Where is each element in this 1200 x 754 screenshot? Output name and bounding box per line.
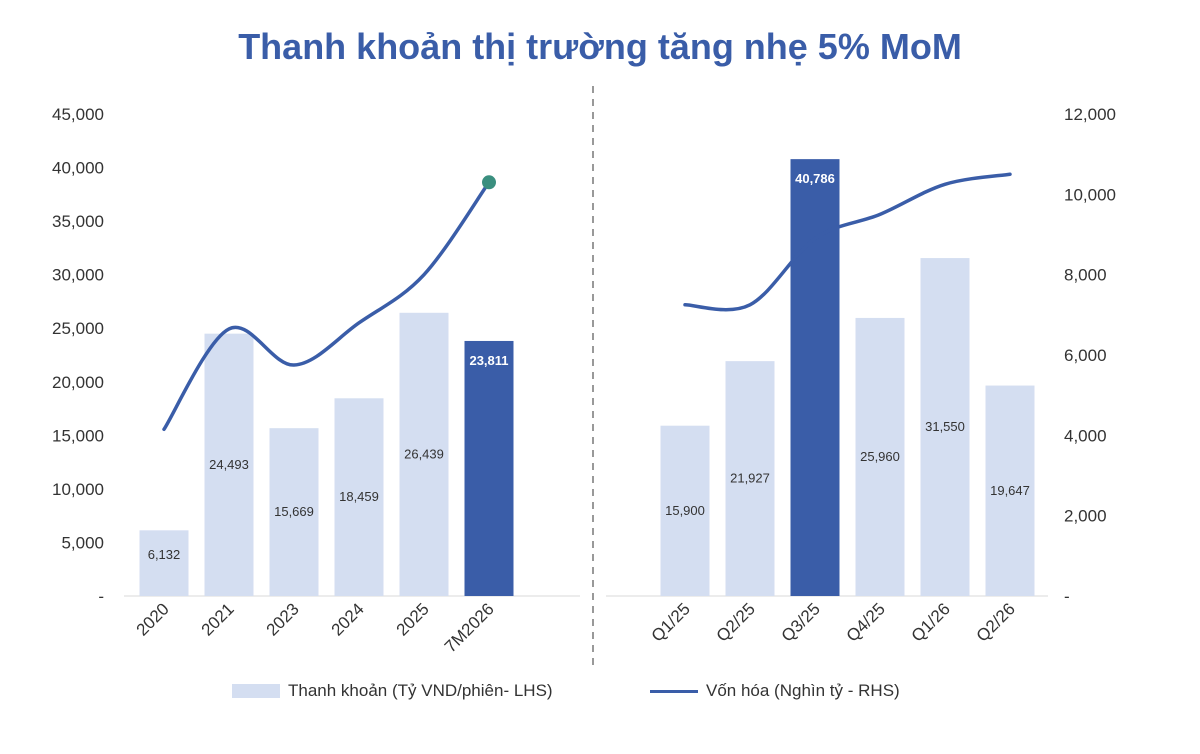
right-axis-tick: 6,000 (1064, 346, 1107, 365)
left-axis-tick: - (98, 587, 104, 606)
right-axis-tick: 2,000 (1064, 507, 1107, 526)
x-axis-tick: Q3/25 (778, 599, 824, 645)
line-end-marker (482, 175, 496, 190)
x-axis-tick: 2023 (263, 599, 303, 639)
series-line-von-hoa (683, 172, 1012, 312)
bar (139, 530, 189, 596)
right-axis-tick: 10,000 (1064, 185, 1116, 204)
right-axis-tick: - (1064, 587, 1070, 606)
left-axis-tick: 40,000 (52, 159, 104, 178)
x-axis-tick: 2025 (393, 599, 433, 639)
bar (334, 398, 384, 596)
right-axis-tick: 8,000 (1064, 266, 1107, 285)
bar-data-label: 21,927 (730, 471, 770, 486)
x-axis-tick: 7M2026 (441, 599, 498, 656)
bar (790, 159, 840, 596)
left-axis-tick: 5,000 (61, 533, 104, 552)
legend-swatch-bars (232, 684, 280, 698)
bar-data-label: 15,669 (274, 504, 314, 519)
bar (920, 258, 970, 596)
bar (269, 428, 319, 596)
left-axis-tick: 15,000 (52, 426, 104, 445)
bar (464, 340, 514, 596)
bar-data-label: 6,132 (148, 547, 181, 562)
legend-label-line: Vốn hóa (Nghìn tỷ - RHS) (706, 681, 900, 700)
bar-data-label: 19,647 (990, 483, 1030, 498)
x-axis-tick: 2020 (133, 599, 173, 639)
left-axis-tick: 20,000 (52, 373, 104, 392)
bar-data-label: 26,439 (404, 446, 444, 461)
x-axis-tick: 2024 (328, 599, 368, 639)
bar-data-label: 23,811 (469, 353, 508, 368)
chart-title: Thanh khoản thị trường tăng nhẹ 5% MoM (238, 26, 962, 67)
bar-data-label: 25,960 (860, 449, 900, 464)
x-axis-tick: Q1/25 (648, 599, 694, 645)
x-axis-tick: Q2/25 (713, 599, 759, 645)
bar-data-label: 18,459 (339, 489, 379, 504)
legend-item-bars: Thanh khoản (Tỷ VND/phiên- LHS) (232, 681, 553, 701)
legend-item-line: Vốn hóa (Nghìn tỷ - RHS) (650, 681, 900, 701)
left-axis-tick: 45,000 (52, 105, 104, 124)
bar (985, 385, 1035, 596)
left-axis-tick: 30,000 (52, 266, 104, 285)
legend-swatch-line (650, 689, 698, 693)
right-axis-tick: 4,000 (1064, 426, 1107, 445)
right-axis-tick: 12,000 (1064, 105, 1116, 124)
left-axis-tick: 10,000 (52, 480, 104, 499)
bar (855, 317, 905, 596)
bar (725, 361, 775, 596)
bar-data-label: 24,493 (209, 457, 249, 472)
bar (660, 425, 710, 596)
left-axis-tick: 25,000 (52, 319, 104, 338)
legend-label-bars: Thanh khoản (Tỷ VND/phiên- LHS) (288, 681, 553, 700)
left-axis-tick: 35,000 (52, 212, 104, 231)
bar-data-label: 40,786 (795, 171, 835, 186)
bar-data-label: 31,550 (925, 419, 965, 434)
x-axis-tick: Q2/26 (973, 599, 1019, 645)
x-axis-tick: Q1/26 (908, 599, 954, 645)
series-line-von-hoa (162, 180, 491, 432)
x-axis-tick: Q4/25 (843, 599, 889, 645)
bar-data-label: 15,900 (665, 503, 705, 518)
bar (204, 333, 254, 596)
x-axis-tick: 2021 (198, 599, 238, 639)
bar (399, 312, 449, 596)
